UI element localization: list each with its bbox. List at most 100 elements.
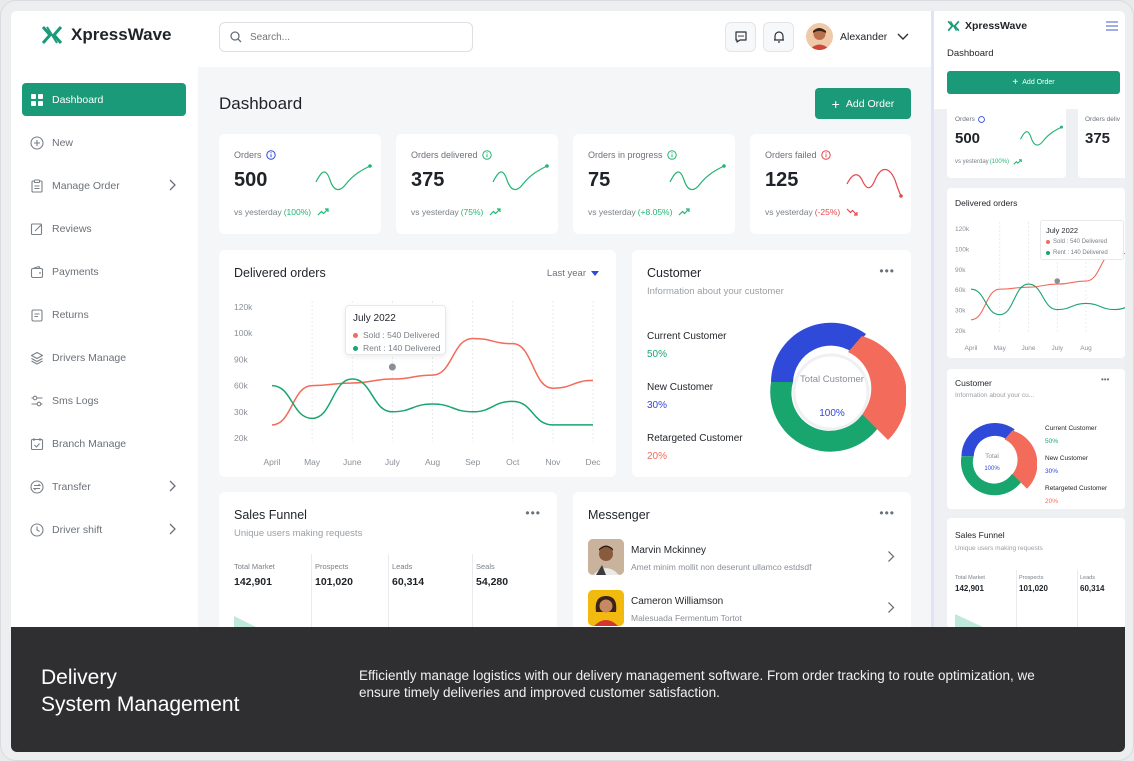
add-order-button[interactable]: + Add Order: [947, 71, 1120, 94]
brand-logo[interactable]: XpressWave: [41, 25, 171, 45]
segment-value: 30%: [1045, 468, 1059, 475]
add-order-button[interactable]: + Add Order: [815, 88, 911, 119]
stat-card-orders-in-progress: Orders in progress 75 vs yesterday (+8.05…: [573, 134, 735, 234]
y-tick-label: 90k: [234, 354, 248, 364]
stat-foot: vs yesterday: [588, 207, 636, 217]
period-select[interactable]: Last year: [547, 268, 599, 279]
more-options-icon[interactable]: •••: [879, 506, 895, 520]
sidebar-item-drivers-manage[interactable]: Drivers Manage: [22, 341, 186, 374]
messages-button[interactable]: [725, 22, 756, 52]
card-title: Delivered orders: [955, 198, 1018, 208]
info-icon[interactable]: [265, 150, 276, 160]
messenger-card: Messenger ••• Marvin Mckinney Amet minim…: [573, 492, 911, 642]
sidebar-item-driver-shift[interactable]: Driver shift: [22, 513, 186, 546]
segment-value: 20%: [1045, 498, 1059, 505]
sparkline-chart: [846, 168, 903, 198]
sidebar-item-returns[interactable]: Returns: [22, 298, 186, 331]
x-tick-label: Nov: [545, 457, 561, 467]
add-order-label: Add Order: [1022, 79, 1055, 86]
sliders-icon: [31, 395, 43, 406]
more-options-icon[interactable]: •••: [879, 264, 895, 278]
rent-dot: [353, 345, 358, 351]
more-options-icon[interactable]: •••: [1101, 375, 1110, 384]
stat-card-orders-failed: Orders failed 125 vs yesterday (-25%): [750, 134, 911, 234]
sidebar-item-payments[interactable]: Payments: [22, 255, 186, 288]
sidebar-item-new[interactable]: New: [22, 126, 186, 159]
brand-name: XpressWave: [71, 25, 172, 44]
customer-card: Customer Information about your cu... ••…: [947, 369, 1125, 509]
x-tick-label: Aug: [1080, 345, 1092, 352]
stat-label: Orders in progress: [588, 150, 663, 160]
chevron-right-icon[interactable]: [887, 550, 895, 563]
plus-icon: +: [831, 95, 840, 112]
segment-value: 20%: [647, 451, 668, 462]
sidebar-item-label: Driver shift: [52, 523, 103, 536]
info-icon[interactable]: [481, 150, 492, 160]
funnel-stage: Prospects 101,020: [315, 562, 353, 588]
stat-change: (-25%): [814, 207, 841, 217]
x-tick-label: April: [964, 345, 978, 352]
sidebar-item-label: New: [52, 136, 74, 149]
card-title: Messenger: [588, 508, 650, 522]
y-tick-label: 20k: [234, 433, 248, 443]
caret-down-icon: [591, 271, 599, 276]
hamburger-menu-icon[interactable]: [1106, 21, 1118, 31]
tooltip-rent: Rent : 140 Delivered: [1053, 250, 1108, 256]
banner-title-line-2: System Management: [41, 693, 240, 716]
funnel-stage-value: 60,314: [392, 576, 425, 588]
sidebar-item-manage-order[interactable]: Manage Order: [22, 169, 186, 202]
trend-down-icon: [846, 208, 858, 216]
info-icon[interactable]: [666, 150, 677, 160]
chevron-right-icon: [169, 179, 176, 191]
promo-banner: Delivery System Management Efficiently m…: [11, 627, 1125, 752]
user-name: Alexander: [840, 31, 888, 43]
chart-tooltip: July 2022 Sold : 540 Delivered Rent : 14…: [1040, 220, 1124, 260]
more-options-icon[interactable]: •••: [525, 506, 541, 520]
sparkline-chart: [669, 164, 726, 191]
search-input[interactable]: [250, 31, 450, 43]
sidebar-item-branch-manage[interactable]: Branch Manage: [22, 427, 186, 460]
funnel-stage-value: 54,280: [476, 576, 509, 588]
transfer-icon: [30, 479, 44, 494]
delivered-orders-card: Delivered orders 120k 100k 90k 60k 30k 20k Apr…: [947, 188, 1125, 358]
stat-change: (100%): [283, 207, 312, 217]
x-tick-label: July: [385, 457, 401, 467]
xpresswave-logo-icon: [41, 26, 63, 44]
tooltip-title: July 2022: [353, 313, 396, 324]
card-title: Customer: [647, 266, 702, 280]
info-icon[interactable]: [820, 150, 831, 160]
message-item[interactable]: Marvin Mckinney Amet minim mollit non de…: [588, 539, 898, 579]
stat-value: 375: [1085, 130, 1111, 147]
donut-center-value: 100%: [819, 408, 845, 419]
user-avatar[interactable]: [806, 23, 833, 50]
x-tick-label: Dec: [585, 457, 601, 467]
donut-center-value: 100%: [984, 466, 1000, 472]
funnel-stage-value: 101,020: [315, 576, 353, 588]
x-tick-label: Sep: [465, 457, 480, 467]
stat-card-orders: Orders 500 vs yesterday (100%): [219, 134, 381, 234]
y-tick-label: 20k: [955, 328, 966, 335]
funnel-stage: Total Market 142,901: [234, 562, 275, 588]
segment-label: New Customer: [647, 382, 714, 393]
funnel-stage-label: Total Market: [234, 562, 275, 571]
chevron-right-icon: [169, 523, 176, 535]
sidebar-item-reviews[interactable]: Reviews: [22, 212, 186, 245]
search-box[interactable]: [219, 22, 473, 52]
segment-value: 50%: [1045, 438, 1059, 445]
sidebar-item-sms-logs[interactable]: Sms Logs: [22, 384, 186, 417]
funnel-stage: Total Market 142,901: [955, 575, 985, 593]
card-subtitle: Information about your cu...: [955, 392, 1035, 399]
stat-label: Orders: [234, 150, 262, 160]
y-tick-label: 60k: [955, 287, 966, 294]
chevron-right-icon[interactable]: [887, 601, 895, 614]
sidebar-item-transfer[interactable]: Transfer: [22, 470, 186, 503]
info-icon[interactable]: [978, 116, 985, 123]
chevron-down-icon[interactable]: [897, 32, 909, 41]
sidebar-item-dashboard[interactable]: Dashboard: [22, 83, 186, 116]
stat-change: (100%): [989, 159, 1010, 165]
message-item[interactable]: Cameron Williamson Malesuada Fermentum T…: [588, 590, 898, 630]
notifications-button[interactable]: [763, 22, 794, 52]
bell-icon: [773, 31, 784, 43]
sidebar-item-label: Manage Order: [52, 179, 120, 192]
trend-up-icon: [489, 208, 502, 216]
